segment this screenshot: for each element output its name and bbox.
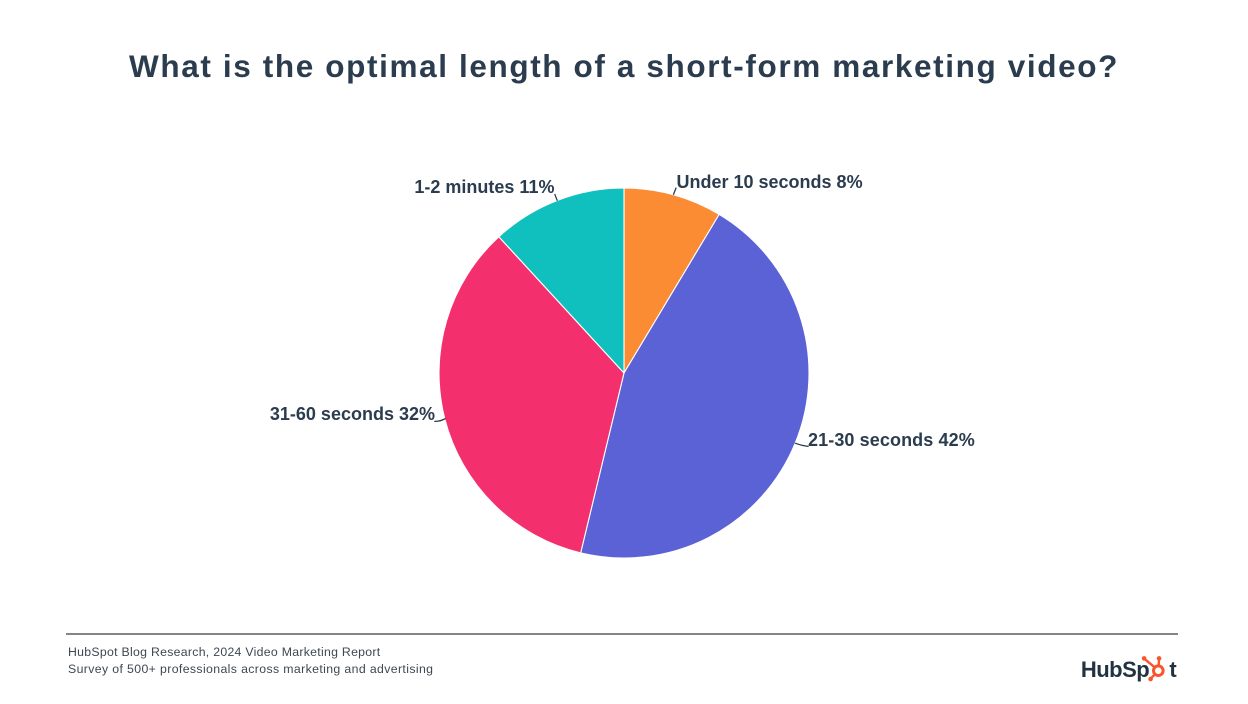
svg-text:31-60 seconds 32%: 31-60 seconds 32% bbox=[270, 404, 435, 424]
svg-text:Under 10 seconds 8%: Under 10 seconds 8% bbox=[677, 172, 863, 192]
svg-text:21-30 seconds 42%: 21-30 seconds 42% bbox=[808, 430, 975, 450]
svg-text:t: t bbox=[1169, 657, 1177, 682]
svg-text:1-2 minutes 11%: 1-2 minutes 11% bbox=[414, 177, 554, 197]
svg-text:HubSp: HubSp bbox=[1082, 657, 1149, 682]
